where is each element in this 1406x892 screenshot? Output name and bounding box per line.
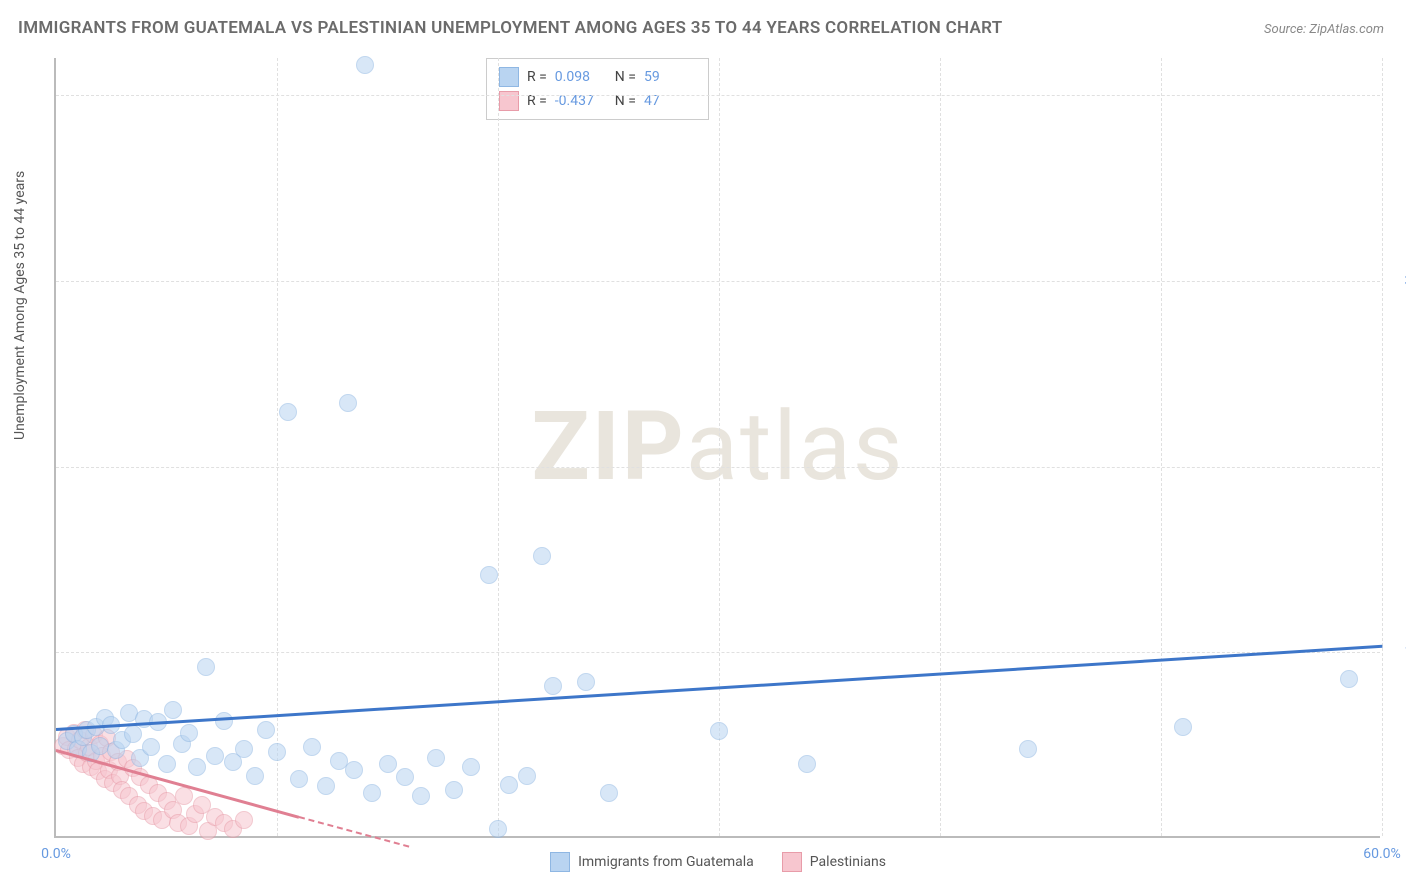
gridline-h [56,95,1380,96]
data-point [188,758,206,776]
data-point [215,712,233,730]
data-point [1340,670,1358,688]
legend-label: Palestinians [810,854,886,870]
data-point [518,767,536,785]
legend-n-value: 59 [644,69,696,85]
legend-label: Immigrants from Guatemala [578,854,754,870]
data-point [544,677,562,695]
legend-row: R = 0.098 N = 59 [499,65,696,89]
series-legend: Immigrants from Guatemala Palestinians [56,852,1380,872]
gridline-v [719,58,720,836]
y-tick-label: 12.5% [1386,644,1406,660]
data-point [480,566,498,584]
gridline-v [1161,58,1162,836]
gridline-h [56,281,1380,282]
gridline-v [277,58,278,836]
data-point [396,768,414,786]
data-point [290,770,308,788]
data-point [445,781,463,799]
watermark: ZIPatlas [532,391,905,503]
x-tick-label: 0.0% [41,846,71,862]
data-point [303,738,321,756]
trend-line-dash [299,816,410,848]
gridline-v [1382,58,1383,836]
legend-swatch [499,91,519,111]
legend-item: Palestinians [782,852,886,872]
data-point [124,725,142,743]
data-point [600,784,618,802]
data-point [379,755,397,773]
data-point [175,787,193,805]
chart-title: IMMIGRANTS FROM GUATEMALA VS PALESTINIAN… [18,18,1002,38]
data-point [412,787,430,805]
data-point [268,743,286,761]
data-point [1174,718,1192,736]
data-point [533,547,551,565]
data-point [257,721,275,739]
data-point [356,56,374,74]
data-point [197,658,215,676]
legend-row: R =-0.437N =47 [499,89,696,113]
legend-swatch [550,852,570,872]
data-point [246,767,264,785]
data-point [317,777,335,795]
legend-r-value: 0.098 [555,69,607,85]
legend-swatch [499,67,519,87]
data-point [180,724,198,742]
data-point [345,761,363,779]
legend-n-label: N = [615,69,636,85]
data-point [235,740,253,758]
data-point [462,758,480,776]
y-tick-label: 37.5% [1386,273,1406,289]
gridline-h [56,652,1380,653]
x-tick-label: 60.0% [1363,846,1401,862]
data-point [710,722,728,740]
data-point [489,820,507,838]
correlation-legend: R = 0.098 N = 59 R =-0.437N =47 [486,58,709,120]
watermark-bold: ZIP [532,391,686,503]
legend-item: Immigrants from Guatemala [550,852,754,872]
legend-swatch [782,852,802,872]
data-point [206,747,224,765]
plot-area: ZIPatlas R =0.098N =59R =-0.437N =47 Imm… [54,58,1380,838]
data-point [1019,740,1037,758]
data-point [798,755,816,773]
gridline-h [56,467,1380,468]
data-point [363,784,381,802]
legend-r-label: R = [527,69,547,85]
y-axis-title: Unemployment Among Ages 35 to 44 years [12,171,28,440]
data-point [500,776,518,794]
data-point [164,701,182,719]
gridline-v [498,58,499,836]
gridline-v [940,58,941,836]
data-point [142,738,160,756]
data-point [158,755,176,773]
data-point [339,394,357,412]
data-point [577,673,595,691]
data-point [235,811,253,829]
source-label: Source: ZipAtlas.com [1264,22,1384,37]
data-point [427,749,445,767]
data-point [279,403,297,421]
